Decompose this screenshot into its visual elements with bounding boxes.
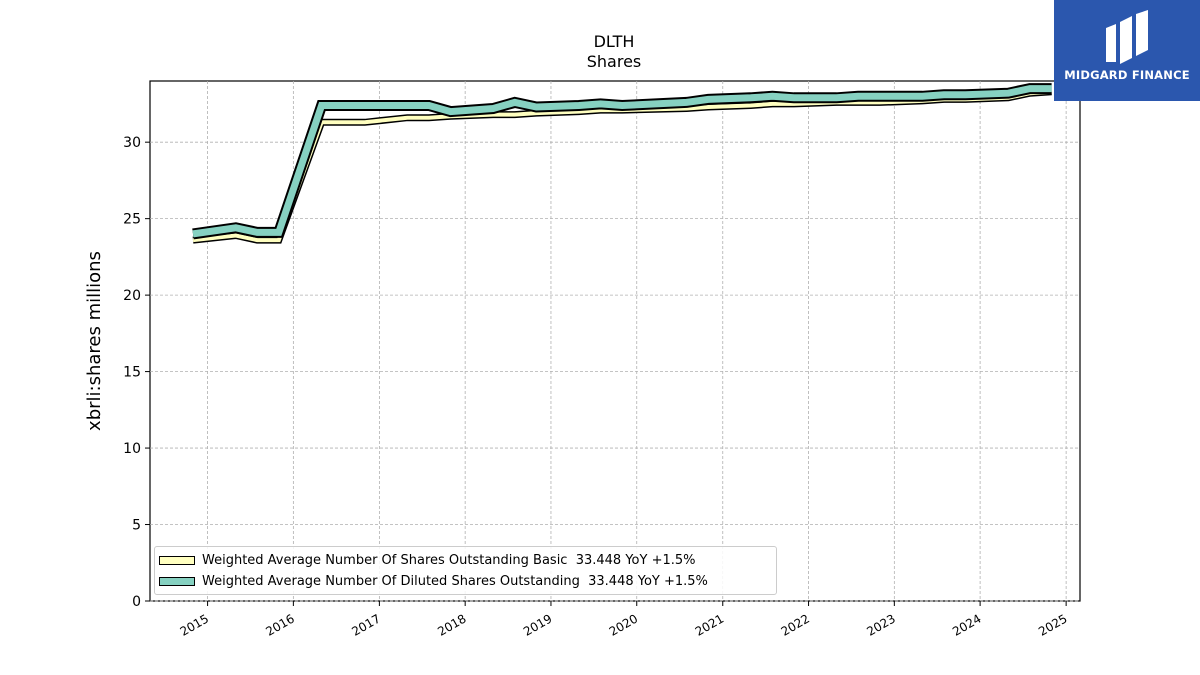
x-tick-label: 2023 [864, 611, 897, 638]
legend-label-diluted: Weighted Average Number Of Diluted Share… [202, 573, 708, 589]
x-tick-label: 2022 [779, 611, 812, 638]
y-tick-label: 20 [123, 288, 141, 304]
chart-legend: Weighted Average Number Of Shares Outsta… [154, 546, 777, 595]
plot-frame [149, 80, 1081, 602]
y-tick-label: 5 [132, 518, 141, 534]
series-line [192, 85, 1052, 238]
x-tick-label: 2020 [607, 611, 640, 638]
y-tick-label: 0 [132, 594, 141, 610]
y-axis-label: xbrli:shares millions [84, 251, 105, 431]
legend-item-basic: Weighted Average Number Of Shares Outsta… [159, 551, 696, 569]
y-tick-label: 30 [123, 135, 141, 151]
legend-swatch-diluted [159, 576, 195, 586]
x-tick-label: 2016 [263, 611, 296, 638]
x-tick-label: 2015 [178, 611, 211, 638]
y-tick-label: 10 [123, 441, 141, 457]
x-tick-label: 2024 [950, 611, 983, 638]
x-tick-label: 2025 [1036, 611, 1069, 638]
x-tick-label: 2017 [349, 611, 382, 638]
legend-item-diluted: Weighted Average Number Of Diluted Share… [159, 572, 708, 590]
midgard-m-logo-icon [1106, 10, 1148, 64]
y-tick-label: 15 [123, 365, 141, 381]
legend-swatch-basic [159, 555, 195, 565]
x-tick-label: 2018 [435, 611, 468, 638]
brand-name: MIDGARD FINANCE [1064, 68, 1190, 82]
midgard-finance-logo: MIDGARD FINANCE [1054, 0, 1200, 101]
chart-subtitle: Shares [586, 52, 642, 71]
legend-label-basic: Weighted Average Number Of Shares Outsta… [202, 552, 696, 568]
chart-title: DLTH [593, 32, 635, 51]
x-tick-label: 2019 [521, 611, 554, 638]
series-diluted [192, 83, 1052, 240]
y-tick-label: 25 [123, 212, 141, 228]
x-tick-label: 2021 [693, 611, 726, 638]
